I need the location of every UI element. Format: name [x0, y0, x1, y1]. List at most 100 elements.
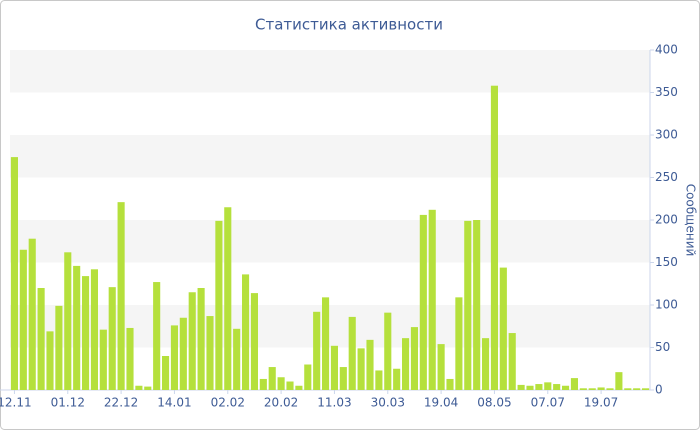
bar [410, 327, 418, 390]
bar [384, 312, 392, 390]
bar [544, 382, 552, 390]
bar [393, 368, 401, 390]
bar [339, 367, 347, 390]
bar [19, 249, 27, 390]
bar [46, 331, 54, 390]
bar [348, 316, 356, 390]
grid-band [10, 50, 650, 93]
bar [490, 85, 498, 390]
bar [55, 305, 63, 390]
bar [535, 384, 543, 390]
bar [268, 367, 276, 390]
bar [402, 338, 410, 390]
bar [179, 317, 187, 390]
bar [517, 384, 525, 390]
x-tick-label: 08.05 [477, 396, 511, 410]
bar [482, 338, 490, 390]
bar [162, 356, 170, 390]
chart-title: Статистика активности [255, 16, 443, 34]
bar [562, 385, 570, 390]
bar [277, 377, 285, 390]
bar [508, 333, 516, 390]
y-tick-label: 350 [655, 85, 678, 99]
bar [624, 388, 632, 390]
bar [233, 328, 241, 390]
x-tick-label: 19.07 [584, 396, 618, 410]
bar [188, 292, 196, 390]
bar [526, 385, 534, 390]
grid-band [10, 135, 650, 178]
bar [304, 364, 312, 390]
bar [135, 385, 143, 390]
bar [642, 388, 650, 390]
bar [82, 276, 90, 390]
bar [464, 220, 472, 390]
bar [170, 325, 178, 390]
x-tick-label: 02.02 [211, 396, 245, 410]
bar [37, 288, 45, 390]
bar [633, 388, 641, 390]
y-axis-label: Сообщений [684, 184, 698, 257]
bar [99, 329, 107, 390]
bar [330, 345, 338, 390]
bar [553, 384, 561, 390]
x-tick-label: 07.07 [531, 396, 565, 410]
y-tick-label: 250 [655, 170, 678, 184]
y-tick-label: 50 [655, 340, 670, 354]
bar [313, 311, 321, 390]
x-tick-label: 14.01 [157, 396, 191, 410]
y-tick-label: 300 [655, 128, 678, 142]
grid-band [10, 305, 650, 348]
bar [215, 220, 223, 390]
bar [90, 269, 98, 390]
y-tick-label: 100 [655, 298, 678, 312]
bar [499, 267, 507, 390]
bar [428, 209, 436, 390]
y-tick-label: 400 [655, 43, 678, 57]
bar [597, 387, 605, 390]
x-tick-label: 19.04 [424, 396, 458, 410]
bar [10, 157, 18, 390]
bar [375, 370, 383, 390]
bar [108, 287, 116, 390]
bar [242, 274, 250, 390]
bar [28, 238, 36, 390]
bar [224, 207, 232, 390]
x-tick-label: 01.12 [51, 396, 85, 410]
bar [570, 378, 578, 390]
bar [259, 378, 267, 390]
x-tick-label: 30.03 [371, 396, 405, 410]
bar [117, 202, 125, 390]
x-tick-label: 11.03 [317, 396, 351, 410]
bar [73, 265, 81, 390]
bar [295, 385, 303, 390]
bar [197, 288, 205, 390]
bar [588, 388, 596, 390]
bar [455, 297, 463, 390]
y-tick-label: 150 [655, 255, 678, 269]
x-tick-label: 22.12 [104, 396, 138, 410]
bar [64, 252, 72, 390]
bar [250, 293, 258, 390]
bar [446, 378, 454, 390]
bar [366, 339, 374, 390]
bar [437, 344, 445, 390]
grid-band [10, 220, 650, 263]
bar [286, 381, 294, 390]
y-tick-label: 200 [655, 213, 678, 227]
bar [419, 214, 427, 390]
x-tick-label: 12.11 [0, 396, 32, 410]
bar [606, 388, 614, 390]
x-tick-label: 20.02 [264, 396, 298, 410]
bar [357, 348, 365, 390]
y-tick-label: 0 [655, 383, 663, 397]
bar [473, 220, 481, 390]
bar [144, 386, 152, 390]
bar [153, 282, 161, 390]
bar [615, 372, 623, 390]
bar [322, 297, 330, 390]
bar [126, 327, 134, 390]
bar [206, 316, 214, 390]
bar [579, 388, 587, 390]
